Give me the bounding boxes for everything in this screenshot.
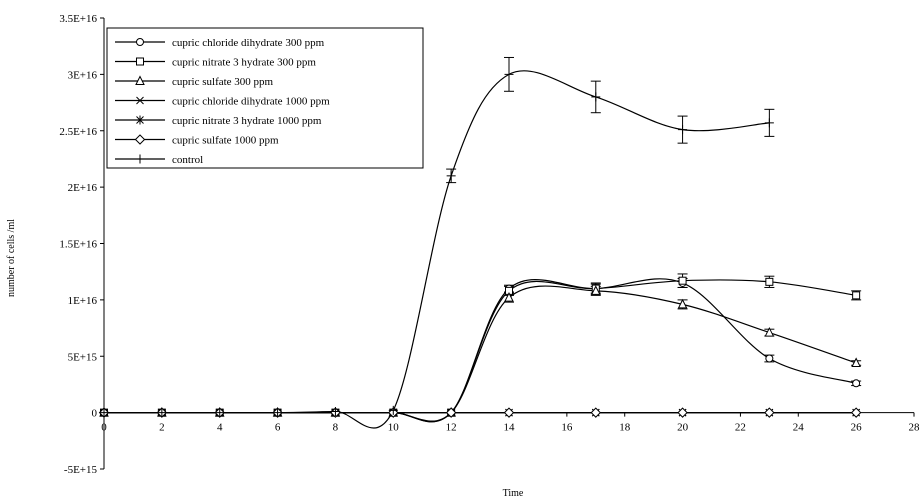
legend-label: cupric nitrate 3 hydrate 1000 ppm (172, 115, 322, 127)
x-tick-label: 8 (333, 422, 339, 434)
y-tick-label: 3.5E+16 (59, 13, 97, 25)
x-tick-label: 10 (388, 422, 400, 434)
data-point-plus (215, 408, 225, 418)
data-point-diamond (445, 407, 457, 418)
data-point-plus (99, 408, 109, 418)
y-tick-label: 2E+16 (68, 182, 98, 194)
y-tick-label: 5E+15 (68, 351, 98, 363)
data-point-diamond (850, 407, 862, 418)
x-tick-label: 20 (677, 422, 689, 434)
x-tick-label: 24 (793, 422, 805, 434)
x-tick-label: 4 (217, 422, 223, 434)
y-axis-label: number of cells /ml (6, 219, 17, 297)
data-point-diamond (590, 407, 601, 418)
data-point-plus (764, 118, 774, 128)
series-line (104, 285, 857, 422)
y-tick-label: 1.5E+16 (59, 239, 97, 251)
data-point-plus (678, 125, 688, 135)
series-markers (98, 69, 862, 418)
data-point-circle (852, 379, 861, 388)
data-point-triangle (504, 292, 514, 302)
data-point-plus (330, 406, 340, 416)
legend-marker-x (136, 96, 144, 105)
legend-marker-diamond (134, 134, 146, 145)
legend-box (106, 27, 424, 169)
y-tick-labels: 3.5E+16 3E+16 2.5E+16 2E+16 1.5E+16 1E+16 5E+1… (59, 13, 97, 476)
x-tick-labels: 0246810121416182022242628 (101, 422, 920, 434)
legend-label: cupric sulfate 1000 ppm (172, 135, 279, 147)
data-point-diamond (677, 407, 688, 418)
legend-marker-plus (135, 154, 145, 164)
x-tick-label: 28 (909, 422, 921, 434)
data-point-plus (157, 408, 167, 418)
data-point-triangle (677, 298, 688, 309)
y-tick-label: 1E+16 (68, 295, 98, 307)
x-axis-label: Time (503, 488, 524, 499)
data-point-plus (504, 69, 514, 79)
legend-label: cupric sulfate 300 ppm (172, 76, 274, 88)
legend: cupric chloride dihydrate 300 ppm cupric … (106, 27, 424, 169)
error-bars (446, 56, 862, 387)
data-point-plus (591, 92, 601, 102)
legend-marker-asterisk (136, 115, 144, 125)
legend-marker-square (136, 57, 144, 66)
legend-label: cupric chloride dihydrate 1000 ppm (172, 96, 330, 108)
x-tick-label: 6 (275, 422, 281, 434)
data-point-triangle (764, 326, 775, 337)
legend-marker-triangle (135, 75, 145, 85)
legend-label: control (172, 154, 203, 166)
legend-label: cupric chloride dihydrate 300 ppm (172, 37, 325, 49)
data-point-plus (388, 405, 398, 415)
data-point-plus (273, 408, 283, 418)
x-tick-label: 14 (504, 422, 516, 434)
y-tick-label: 0 (92, 408, 98, 420)
data-point-square (852, 291, 861, 300)
x-tick-label: 18 (619, 422, 631, 434)
data-point-plus (446, 171, 456, 181)
data-point-triangle (590, 285, 601, 295)
y-tick-label: 2.5E+16 (59, 126, 97, 138)
y-tick-label: -5E+15 (64, 464, 98, 476)
data-point-circle (765, 354, 774, 363)
legend-marker-circle (136, 38, 144, 46)
y-tick-label: 3E+16 (68, 69, 98, 81)
data-point-triangle (851, 357, 861, 368)
data-point-diamond (764, 407, 775, 418)
data-point-diamond (503, 407, 515, 418)
x-tick-label: 12 (446, 422, 457, 434)
data-point-square (678, 276, 687, 285)
x-tick-label: 26 (851, 422, 863, 434)
legend-label: cupric nitrate 3 hydrate 300 ppm (172, 57, 316, 69)
data-point-square (765, 277, 774, 286)
x-tick-label: 2 (159, 422, 165, 434)
x-tick-label: 22 (735, 422, 746, 434)
x-tick-label: 16 (561, 422, 573, 434)
